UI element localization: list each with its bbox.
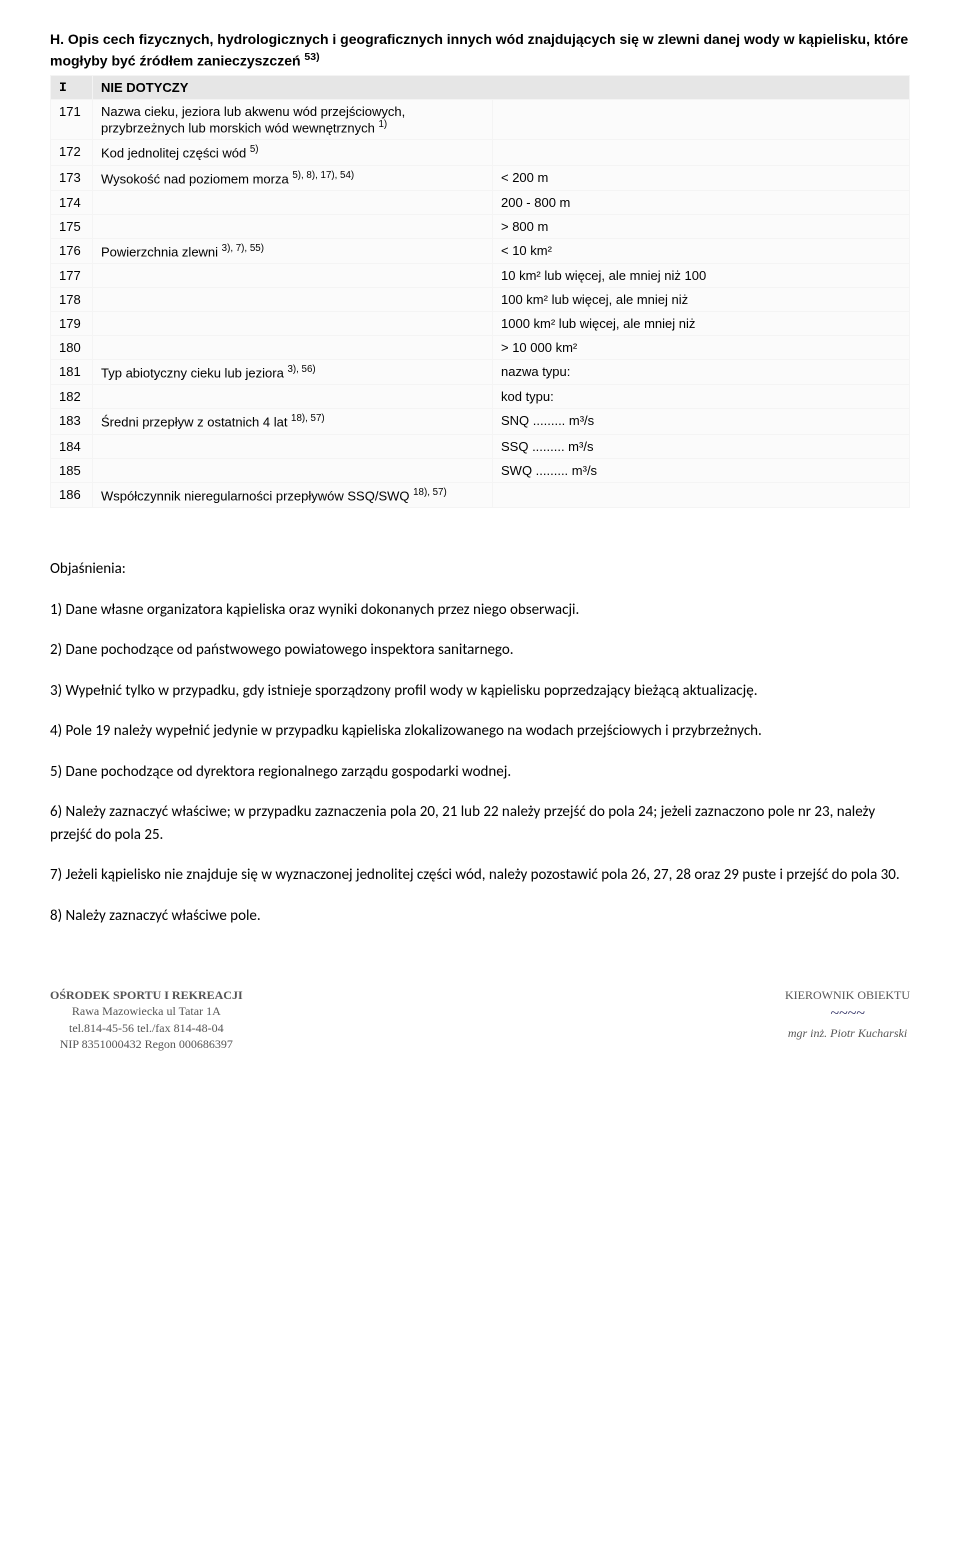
row-value: 200 - 800 m — [493, 190, 910, 214]
table-row: 186Współczynnik nieregularności przepływ… — [51, 482, 910, 507]
table-row: 174 200 - 800 m — [51, 190, 910, 214]
signature-name: mgr inż. Piotr Kucharski — [785, 1025, 910, 1041]
table-row: 182 kod typu: — [51, 385, 910, 409]
row-value: nazwa typu: — [493, 360, 910, 385]
row-value: SWQ ......... m³/s — [493, 458, 910, 482]
subheader-letter: I — [51, 75, 93, 99]
stamp-line: OŚRODEK SPORTU I REKREACJI — [50, 987, 243, 1003]
row-label: Powierzchnia zlewni 3), 7), 55) — [93, 238, 493, 263]
row-label — [93, 214, 493, 238]
row-value: SNQ ......... m³/s — [493, 409, 910, 434]
row-number: 171 — [51, 99, 93, 139]
table-row: 184 SSQ ......... m³/s — [51, 434, 910, 458]
table-row: 180 > 10 000 km² — [51, 336, 910, 360]
note-item: 3) Wypełnić tylko w przypadku, gdy istni… — [50, 680, 910, 703]
row-label: Typ abiotyczny cieku lub jeziora 3), 56) — [93, 360, 493, 385]
row-value: > 10 000 km² — [493, 336, 910, 360]
note-item: 6) Należy zaznaczyć właściwe; w przypadk… — [50, 801, 910, 846]
row-value: 10 km² lub więcej, ale mniej niż 100 — [493, 264, 910, 288]
row-number: 186 — [51, 482, 93, 507]
notes-section: Objaśnienia: 1) Dane własne organizatora… — [50, 558, 910, 927]
row-number: 177 — [51, 264, 93, 288]
row-value — [493, 99, 910, 139]
form-table: I NIE DOTYCZY 171Nazwa cieku, jeziora lu… — [50, 75, 910, 508]
row-value: SSQ ......... m³/s — [493, 434, 910, 458]
note-item: 1) Dane własne organizatora kąpieliska o… — [50, 599, 910, 622]
section-title-sup: 53) — [304, 51, 319, 63]
note-item: 8) Należy zaznaczyć właściwe pole. — [50, 905, 910, 928]
footer: OŚRODEK SPORTU I REKREACJI Rawa Mazowiec… — [50, 987, 910, 1052]
row-value: 100 km² lub więcej, ale mniej niż — [493, 288, 910, 312]
table-row: 181Typ abiotyczny cieku lub jeziora 3), … — [51, 360, 910, 385]
subheader-text: NIE DOTYCZY — [93, 75, 910, 99]
stamp-line: tel.814-45-56 tel./fax 814-48-04 — [50, 1020, 243, 1036]
row-number: 181 — [51, 360, 93, 385]
table-row: 172Kod jednolitej części wód 5) — [51, 140, 910, 165]
row-value: < 10 km² — [493, 238, 910, 263]
row-value — [493, 140, 910, 165]
row-label: Wysokość nad poziomem morza 5), 8), 17),… — [93, 165, 493, 190]
table-row: 179 1000 km² lub więcej, ale mniej niż — [51, 312, 910, 336]
row-number: 172 — [51, 140, 93, 165]
row-label: Współczynnik nieregularności przepływów … — [93, 482, 493, 507]
notes-heading: Objaśnienia: — [50, 558, 910, 581]
table-row: 173Wysokość nad poziomem morza 5), 8), 1… — [51, 165, 910, 190]
table-row: 183Średni przepływ z ostatnich 4 lat 18)… — [51, 409, 910, 434]
table-row: 178 100 km² lub więcej, ale mniej niż — [51, 288, 910, 312]
signature-icon: ~~~~ — [830, 1005, 865, 1022]
row-value: 1000 km² lub więcej, ale mniej niż — [493, 312, 910, 336]
row-value: kod typu: — [493, 385, 910, 409]
row-value: > 800 m — [493, 214, 910, 238]
row-label — [93, 264, 493, 288]
table-row: 177 10 km² lub więcej, ale mniej niż 100 — [51, 264, 910, 288]
row-number: 180 — [51, 336, 93, 360]
table-row: 171Nazwa cieku, jeziora lub akwenu wód p… — [51, 99, 910, 139]
row-number: 173 — [51, 165, 93, 190]
stamp-line: NIP 8351000432 Regon 000686397 — [50, 1036, 243, 1052]
row-value: < 200 m — [493, 165, 910, 190]
section-title-text: Opis cech fizycznych, hydrologicznych i … — [50, 31, 908, 68]
table-row: 176Powierzchnia zlewni 3), 7), 55)< 10 k… — [51, 238, 910, 263]
row-label — [93, 458, 493, 482]
row-label: Nazwa cieku, jeziora lub akwenu wód prze… — [93, 99, 493, 139]
row-number: 185 — [51, 458, 93, 482]
note-item: 4) Pole 19 należy wypełnić jedynie w prz… — [50, 720, 910, 743]
row-value — [493, 482, 910, 507]
row-label — [93, 385, 493, 409]
stamp-right: KIEROWNIK OBIEKTU ~~~~ mgr inż. Piotr Ku… — [785, 987, 910, 1052]
stamp-left: OŚRODEK SPORTU I REKREACJI Rawa Mazowiec… — [50, 987, 243, 1052]
signature-line: ~~~~ — [785, 1003, 910, 1025]
row-label: Kod jednolitej części wód 5) — [93, 140, 493, 165]
row-label — [93, 336, 493, 360]
table-row: 175 > 800 m — [51, 214, 910, 238]
stamp-line: Rawa Mazowiecka ul Tatar 1A — [50, 1003, 243, 1019]
row-number: 182 — [51, 385, 93, 409]
row-number: 175 — [51, 214, 93, 238]
row-label — [93, 288, 493, 312]
section-letter: H. — [50, 31, 64, 47]
row-label — [93, 434, 493, 458]
row-number: 178 — [51, 288, 93, 312]
section-title: H. Opis cech fizycznych, hydrologicznych… — [50, 30, 910, 71]
row-number: 184 — [51, 434, 93, 458]
subheader-row: I NIE DOTYCZY — [51, 75, 910, 99]
row-label: Średni przepływ z ostatnich 4 lat 18), 5… — [93, 409, 493, 434]
note-item: 7) Jeżeli kąpielisko nie znajduje się w … — [50, 864, 910, 887]
row-number: 183 — [51, 409, 93, 434]
row-number: 176 — [51, 238, 93, 263]
note-item: 2) Dane pochodzące od państwowego powiat… — [50, 639, 910, 662]
row-label — [93, 190, 493, 214]
stamp-title: KIEROWNIK OBIEKTU — [785, 987, 910, 1003]
note-item: 5) Dane pochodzące od dyrektora regional… — [50, 761, 910, 784]
table-row: 185 SWQ ......... m³/s — [51, 458, 910, 482]
row-label — [93, 312, 493, 336]
row-number: 174 — [51, 190, 93, 214]
row-number: 179 — [51, 312, 93, 336]
